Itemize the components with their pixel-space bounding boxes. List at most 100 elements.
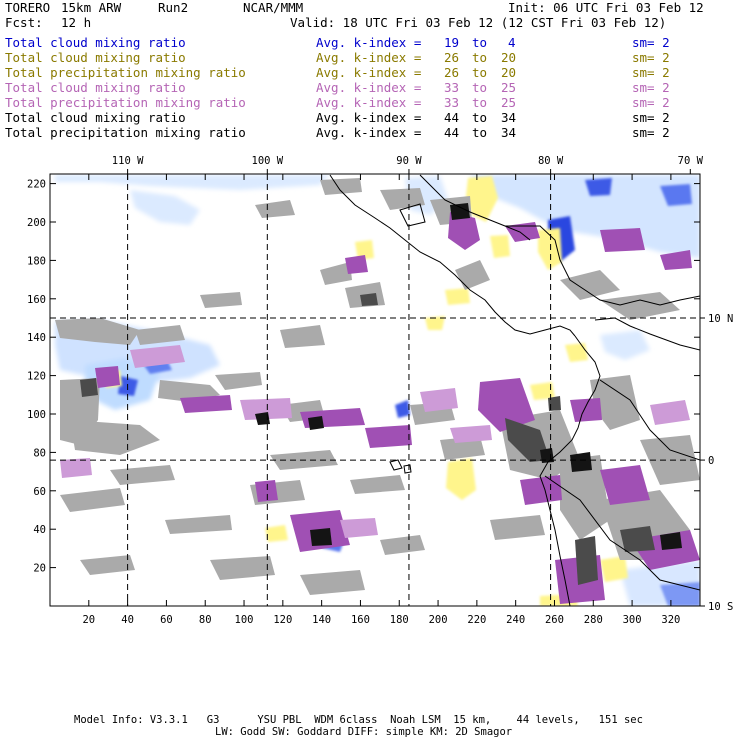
pacific-coast-central-america xyxy=(329,174,576,337)
legend-kindex: Avg. k-index = xyxy=(316,35,422,50)
x-tick-label: 280 xyxy=(584,614,603,626)
legend-kindex: Avg. k-index = xyxy=(316,95,422,110)
legend-field: Total cloud mixing ratio xyxy=(5,35,186,50)
cloud-region xyxy=(590,375,640,430)
lon-label: 100 W xyxy=(252,155,284,167)
x-tick-label: 140 xyxy=(312,614,331,626)
model-org: NCAR/MMM xyxy=(243,0,304,15)
coastline-layer xyxy=(329,174,700,606)
legend-kindex: Avg. k-index = xyxy=(316,125,422,140)
valid-time: Valid: 18 UTC Fri 03 Feb 12 (12 CST Fri … xyxy=(290,15,667,30)
x-tick-label: 260 xyxy=(545,614,564,626)
precip-core xyxy=(548,396,561,411)
cloud-region xyxy=(300,570,365,595)
precip-region xyxy=(340,518,378,538)
legend-sm: sm= 2 xyxy=(632,65,670,80)
cloud-region xyxy=(200,292,242,308)
precip-core xyxy=(308,416,324,430)
precip-region xyxy=(538,228,562,270)
x-tick-label: 80 xyxy=(199,614,212,626)
cloud-region xyxy=(380,535,425,555)
legend-to-word: to xyxy=(472,50,488,65)
precip-region xyxy=(425,316,445,330)
cloud-region xyxy=(320,178,362,195)
legend-to: 20 xyxy=(501,65,517,80)
fcst-value: 12 h xyxy=(61,15,92,30)
lon-label: 110 W xyxy=(112,155,144,167)
legend-from: 33 xyxy=(444,95,460,110)
cloud-region xyxy=(560,270,620,300)
cloud-region xyxy=(70,420,160,455)
legend-from: 26 xyxy=(444,50,460,65)
legend-to-word: to xyxy=(472,80,488,95)
y-tick-label: 100 xyxy=(27,409,46,421)
lat-label: 10 S xyxy=(708,601,733,613)
legend-sm: sm= 2 xyxy=(632,50,670,65)
legend-sm: sm= 2 xyxy=(632,35,670,50)
y-tick-label: 60 xyxy=(33,486,46,498)
lat-label: 0 xyxy=(708,455,714,467)
cloud-region xyxy=(215,372,262,390)
legend-field: Total cloud mixing ratio xyxy=(5,80,186,95)
precip-region xyxy=(466,176,498,222)
cloud-core xyxy=(660,184,692,206)
legend-to: 20 xyxy=(501,50,517,65)
legend-from: 33 xyxy=(444,80,460,95)
precip-core xyxy=(360,293,378,306)
precip-region xyxy=(448,212,480,250)
legend-to: 25 xyxy=(501,80,517,95)
legend-from: 44 xyxy=(444,125,460,140)
legend-to: 34 xyxy=(501,110,517,125)
precip-region xyxy=(600,465,650,505)
cloud-region xyxy=(130,190,200,225)
lon-label: 90 W xyxy=(396,155,422,167)
northern-coast-south-america xyxy=(505,225,700,306)
precip-region xyxy=(180,395,232,413)
legend-from: 44 xyxy=(444,110,460,125)
precip-core xyxy=(660,532,682,550)
cloud-region xyxy=(440,436,485,460)
cloud-region xyxy=(210,556,275,580)
x-tick-label: 60 xyxy=(160,614,173,626)
latlon-grid xyxy=(50,174,700,606)
legend-from: 26 xyxy=(444,65,460,80)
legend-sm: sm= 2 xyxy=(632,95,670,110)
precip-region xyxy=(420,388,458,412)
y-tick-label: 40 xyxy=(33,524,46,536)
y-tick-label: 120 xyxy=(27,371,46,383)
x-tick-label: 200 xyxy=(429,614,448,626)
y-tick-label: 20 xyxy=(33,563,46,575)
x-tick-label: 20 xyxy=(82,614,95,626)
cloud-region xyxy=(560,455,610,540)
fcst-label: Fcst: xyxy=(5,15,43,30)
cloud-region xyxy=(280,325,325,348)
precip-region xyxy=(345,255,368,274)
axis-ticks: 20 40 60 80 100 120 140 160 180 200 220 240 260 280 30… xyxy=(27,155,733,626)
cloud-core xyxy=(395,400,410,418)
model-name: TORERO xyxy=(5,0,51,15)
precip-core xyxy=(575,536,598,585)
cloud-region xyxy=(60,488,125,512)
precip-region xyxy=(355,240,374,260)
legend-field: Total precipitation mixing ratio xyxy=(5,95,246,110)
footer-model-info: Model Info: V3.3.1 G3 YSU PBL WDM 6class… xyxy=(74,714,643,726)
cloud-region xyxy=(110,465,175,485)
cloud-region xyxy=(158,380,220,402)
precip-region xyxy=(446,458,476,500)
precip-region xyxy=(365,425,412,448)
cloud-region xyxy=(165,515,232,534)
y-tick-label: 160 xyxy=(27,294,46,306)
cloud-core xyxy=(585,178,612,196)
legend-kindex: Avg. k-index = xyxy=(316,50,422,65)
galapagos-island xyxy=(403,464,412,474)
pacific-coast-south-america xyxy=(539,335,601,606)
caribbean-coast xyxy=(419,174,531,241)
precip-region xyxy=(445,288,470,305)
cloud-region xyxy=(135,325,185,345)
x-tick-label: 40 xyxy=(121,614,134,626)
precip-core xyxy=(540,448,554,463)
legend-sm: sm= 2 xyxy=(632,80,670,95)
precip-region xyxy=(565,343,588,362)
precip-region xyxy=(650,400,690,425)
legend-field: Total cloud mixing ratio xyxy=(5,50,186,65)
